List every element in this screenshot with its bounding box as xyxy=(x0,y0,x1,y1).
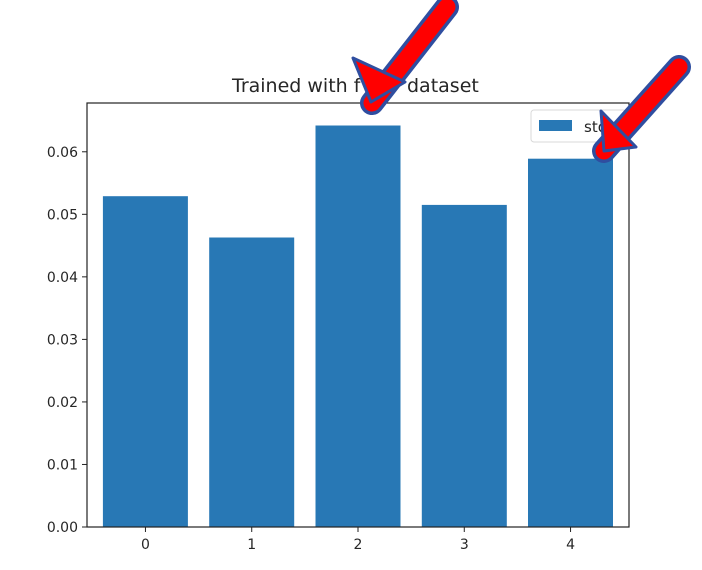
y-tick-label: 0.06 xyxy=(47,145,78,161)
x-tick-label: 3 xyxy=(460,537,469,553)
legend-swatch xyxy=(539,120,572,131)
bar-0 xyxy=(102,196,188,527)
bar-3 xyxy=(421,204,507,527)
y-tick-label: 0.02 xyxy=(47,395,78,411)
x-tick-label: 0 xyxy=(141,537,150,553)
plot-area-frame xyxy=(86,102,630,528)
y-axis: 0.00 0.01 0.02 0.03 0.04 0.05 0.06 xyxy=(47,145,87,536)
bar-1 xyxy=(209,237,295,527)
annotation-arrow-legend xyxy=(592,55,691,163)
y-tick-label: 0.01 xyxy=(47,457,78,473)
bar-2 xyxy=(315,125,401,527)
x-tick-label: 1 xyxy=(247,537,256,553)
bars-layer xyxy=(102,125,613,527)
y-tick-label: 0.04 xyxy=(47,270,78,286)
annotation-arrow-bar-2 xyxy=(351,0,459,115)
x-tick-label: 2 xyxy=(354,537,363,553)
bar-4 xyxy=(528,158,613,527)
y-tick-label: 0.00 xyxy=(47,520,78,536)
y-tick-label: 0.03 xyxy=(47,332,78,348)
chart-title-part-2: dataset xyxy=(407,75,479,97)
x-axis: 0 1 2 3 4 xyxy=(141,527,575,553)
chart-title-part-1: Trained with f xyxy=(231,75,362,97)
x-tick-label: 4 xyxy=(566,537,575,553)
y-tick-label: 0.05 xyxy=(47,207,78,223)
